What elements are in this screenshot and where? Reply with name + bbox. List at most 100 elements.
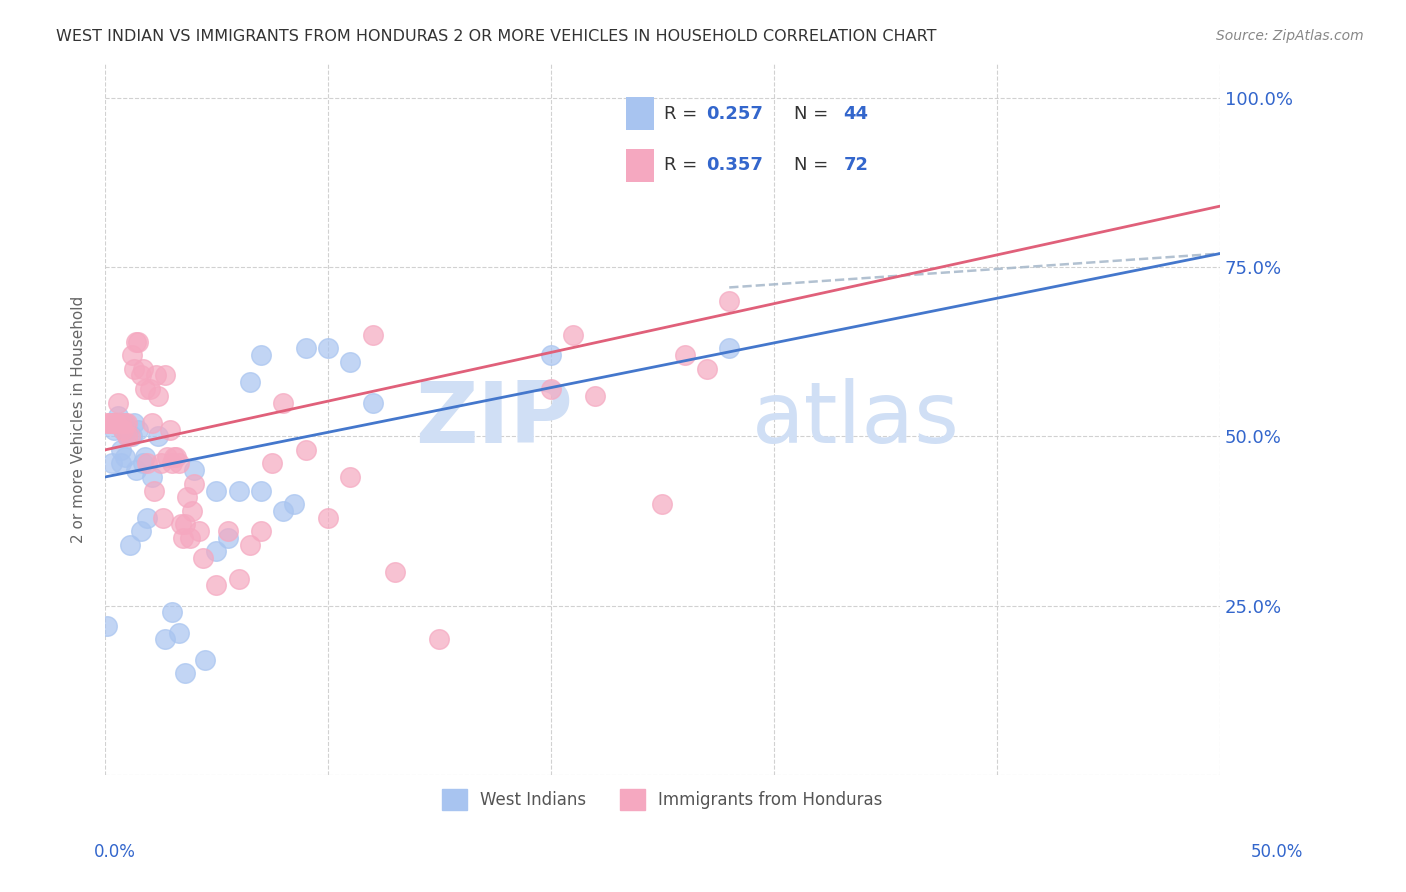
Text: 44: 44	[844, 105, 869, 123]
Point	[191, 551, 214, 566]
Text: 0.0%: 0.0%	[94, 843, 136, 861]
Text: ZIP: ZIP	[415, 378, 574, 461]
Point	[149, 457, 172, 471]
Point	[239, 375, 262, 389]
Text: 72: 72	[844, 156, 869, 174]
Point	[540, 348, 562, 362]
Point	[167, 457, 190, 471]
Point	[673, 348, 696, 362]
Point	[181, 504, 204, 518]
Point	[132, 361, 155, 376]
Point	[132, 457, 155, 471]
Point	[160, 457, 183, 471]
Point	[361, 395, 384, 409]
Point	[273, 504, 295, 518]
Text: Source: ZipAtlas.com: Source: ZipAtlas.com	[1216, 29, 1364, 43]
Point	[110, 457, 132, 471]
Point	[110, 442, 132, 457]
Point	[165, 450, 187, 464]
Point	[250, 483, 273, 498]
Point	[122, 361, 145, 376]
Point	[136, 510, 159, 524]
Point	[117, 429, 139, 443]
Point	[283, 497, 305, 511]
Point	[129, 368, 152, 383]
Point	[98, 416, 121, 430]
Point	[118, 538, 141, 552]
Point	[111, 423, 134, 437]
Point	[183, 476, 205, 491]
Point	[121, 348, 143, 362]
Point	[718, 293, 741, 308]
Point	[129, 524, 152, 538]
Point	[651, 497, 673, 511]
Point	[172, 531, 194, 545]
Point	[316, 342, 339, 356]
Point	[141, 416, 163, 430]
Point	[217, 524, 239, 538]
Point	[103, 423, 125, 437]
Point	[228, 483, 250, 498]
Point	[339, 355, 361, 369]
Point	[111, 416, 134, 430]
Point	[540, 382, 562, 396]
Point	[117, 416, 139, 430]
Point	[145, 368, 167, 383]
Point	[107, 409, 129, 423]
Point	[170, 517, 193, 532]
Y-axis label: 2 or more Vehicles in Household: 2 or more Vehicles in Household	[72, 296, 86, 543]
Point	[239, 538, 262, 552]
Point	[134, 450, 156, 464]
Point	[100, 457, 122, 471]
Point	[174, 517, 197, 532]
Point	[105, 416, 128, 430]
Point	[127, 334, 149, 349]
Point	[205, 483, 228, 498]
Point	[205, 578, 228, 592]
Point	[183, 463, 205, 477]
Point	[100, 416, 122, 430]
Point	[167, 625, 190, 640]
Point	[143, 483, 166, 498]
Point	[316, 510, 339, 524]
Text: 0.357: 0.357	[707, 156, 763, 174]
Point	[121, 429, 143, 443]
Point	[125, 463, 148, 477]
Point	[96, 619, 118, 633]
Point	[160, 605, 183, 619]
Point	[114, 450, 136, 464]
Point	[114, 416, 136, 430]
Point	[107, 395, 129, 409]
Point	[176, 490, 198, 504]
Point	[339, 470, 361, 484]
Point	[105, 416, 128, 430]
Point	[228, 572, 250, 586]
Point	[174, 666, 197, 681]
Point	[153, 368, 176, 383]
Point	[361, 327, 384, 342]
Text: R =: R =	[665, 105, 703, 123]
Point	[250, 524, 273, 538]
Point	[294, 442, 316, 457]
Point	[585, 389, 607, 403]
Point	[562, 327, 585, 342]
Point	[136, 457, 159, 471]
Bar	[626, 97, 654, 130]
Point	[152, 510, 174, 524]
Point	[153, 632, 176, 647]
Point	[110, 416, 132, 430]
Legend: West Indians, Immigrants from Honduras: West Indians, Immigrants from Honduras	[436, 782, 889, 816]
Point	[127, 423, 149, 437]
Point	[156, 450, 179, 464]
Point	[179, 531, 201, 545]
Point	[118, 429, 141, 443]
Point	[294, 342, 316, 356]
Point	[217, 531, 239, 545]
Text: atlas: atlas	[752, 378, 959, 461]
Point	[148, 389, 170, 403]
Point	[138, 382, 160, 396]
Point	[122, 416, 145, 430]
Point	[194, 653, 217, 667]
Point	[125, 334, 148, 349]
Text: 50.0%: 50.0%	[1250, 843, 1303, 861]
